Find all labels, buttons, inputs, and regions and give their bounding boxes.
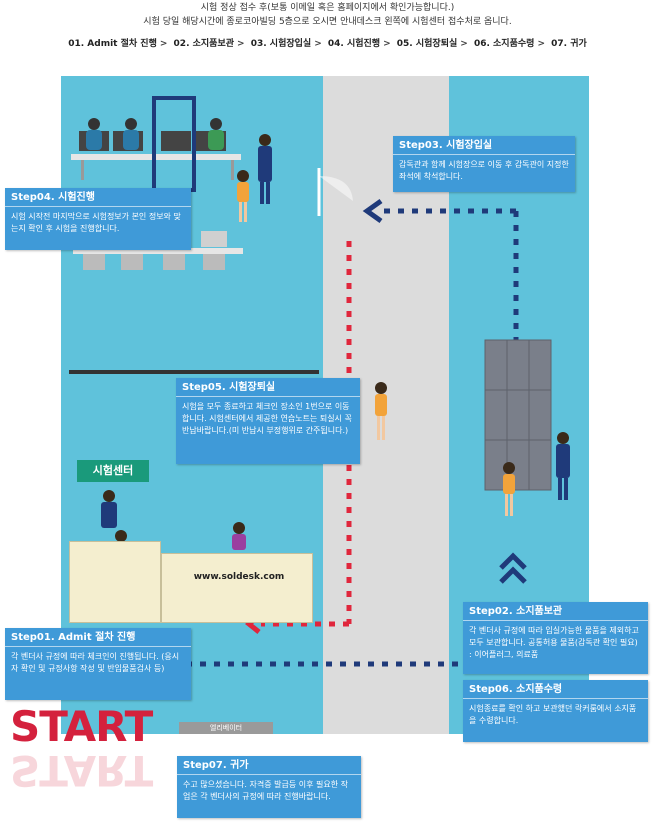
examinee-figure-corridor (375, 382, 387, 440)
step-title: Step07. 귀가 (177, 756, 361, 775)
examinee-figure-lockers (503, 462, 515, 516)
step-desc: 각 벤더사 규정에 따라 입실가능한 물품을 제외하고 모두 보관합니다. 공통… (469, 626, 639, 659)
step-desc: 감독관과 함께 시험장으로 이동 후 감독관이 지정한 좌석에 착석합니다. (399, 160, 569, 181)
steps-breadcrumb: 01. Admit 절차 진행 > 02. 소지품보관 > 03. 시험장입실 > 0… (0, 36, 655, 49)
reception-staff (101, 490, 246, 550)
start-label: START (10, 702, 153, 751)
intro-line-1: 시험 정상 접수 후(보통 이메일 혹은 홈페이지에서 확인가능합니다.) (200, 3, 455, 13)
desk-url: www.soldesk.com (193, 572, 285, 582)
nav-step-5: 05. 시험장퇴실 (396, 39, 458, 49)
exam-center-label: 시험센터 (77, 460, 149, 482)
admit-desk (69, 541, 161, 623)
nav-separator: > (460, 39, 468, 49)
elevator-label: 엘리베이터 (179, 722, 273, 734)
step-box-03: Step03. 시험장입실 감독관과 함께 시험장으로 이동 후 감독관이 지정… (393, 136, 575, 192)
nav-step-1: 01. Admit 절차 진행 (68, 39, 157, 49)
red-path (261, 241, 352, 627)
exam-room-wall (69, 370, 319, 374)
seated-examinees (86, 118, 224, 150)
step-box-02: Step02. 소지품보관 각 벤더사 규정에 따라 입실가능한 물품을 제외하… (463, 602, 648, 674)
nav-step-6: 06. 소지품수령 (473, 39, 535, 49)
nav-separator: > (314, 39, 322, 49)
step-desc: 시험종료를 확인 하고 보관했던 락커룸에서 소지품을 수령합니다. (469, 704, 637, 725)
nav-step-4: 04. 시험진행 (327, 39, 381, 49)
nav-step-3: 03. 시험장입실 (250, 39, 312, 49)
navy-arrow-up (499, 552, 527, 570)
step-title: Step03. 시험장입실 (393, 136, 575, 155)
step-title: Step05. 시험장퇴실 (176, 378, 360, 397)
intro-line-2: 시험 당일 해당시간에 종로코아빌딩 5층으로 오시면 안내데스크 왼쪽에 시험… (143, 17, 512, 27)
step-box-07: Step07. 귀가 수고 많으셨습니다. 자격증 발급등 이후 필요한 작업은… (177, 756, 361, 818)
step-title: Step06. 소지품수령 (463, 680, 648, 699)
step-title: Step02. 소지품보관 (463, 602, 648, 621)
lockers (484, 339, 552, 491)
examinee-figure-top (237, 170, 249, 222)
navy-arrow-left (362, 198, 383, 224)
step-box-01: Step01. Admit 절차 진행 각 벤더사 규정에 따라 체크인이 진행… (5, 628, 191, 700)
nav-step-2: 02. 소지품보관 (173, 39, 235, 49)
step-desc: 시험 시작전 마지막으로 시험정보가 본인 정보와 맞는지 확인 후 시험을 진… (11, 212, 181, 233)
step-title: Step01. Admit 절차 진행 (5, 628, 191, 647)
nav-separator: > (237, 39, 245, 49)
nav-separator: > (159, 39, 168, 49)
nav-step-7: 07. 귀가 (551, 39, 587, 49)
proctor-figure-top (258, 134, 272, 204)
step-desc: 수고 많으셨습니다. 자격증 발급등 이후 필요한 작업은 각 벤더사의 규정에… (183, 780, 348, 801)
step-box-06: Step06. 소지품수령 시험종료를 확인 하고 보관했던 락커룸에서 소지품… (463, 680, 648, 742)
step-box-05: Step05. 시험장퇴실 시험을 모두 종료하고 체크인 장소인 1번으로 이… (176, 378, 360, 464)
step-desc: 시험을 모두 종료하고 체크인 장소인 1번으로 이동합니다. 시험센터에서 제… (182, 402, 352, 435)
nav-separator: > (383, 39, 391, 49)
step-box-04: Step04. 시험진행 시험 시작전 마지막으로 시험정보가 본인 정보와 맞… (5, 188, 191, 250)
proctor-figure-lockers (556, 432, 570, 500)
step-desc: 각 벤더사 규정에 따라 체크인이 진행됩니다. (응시자 확인 및 규정사항 … (11, 652, 180, 673)
start-reflection: START (10, 746, 153, 795)
info-desk (161, 553, 313, 623)
step-title: Step04. 시험진행 (5, 188, 191, 207)
nav-separator: > (537, 39, 545, 49)
